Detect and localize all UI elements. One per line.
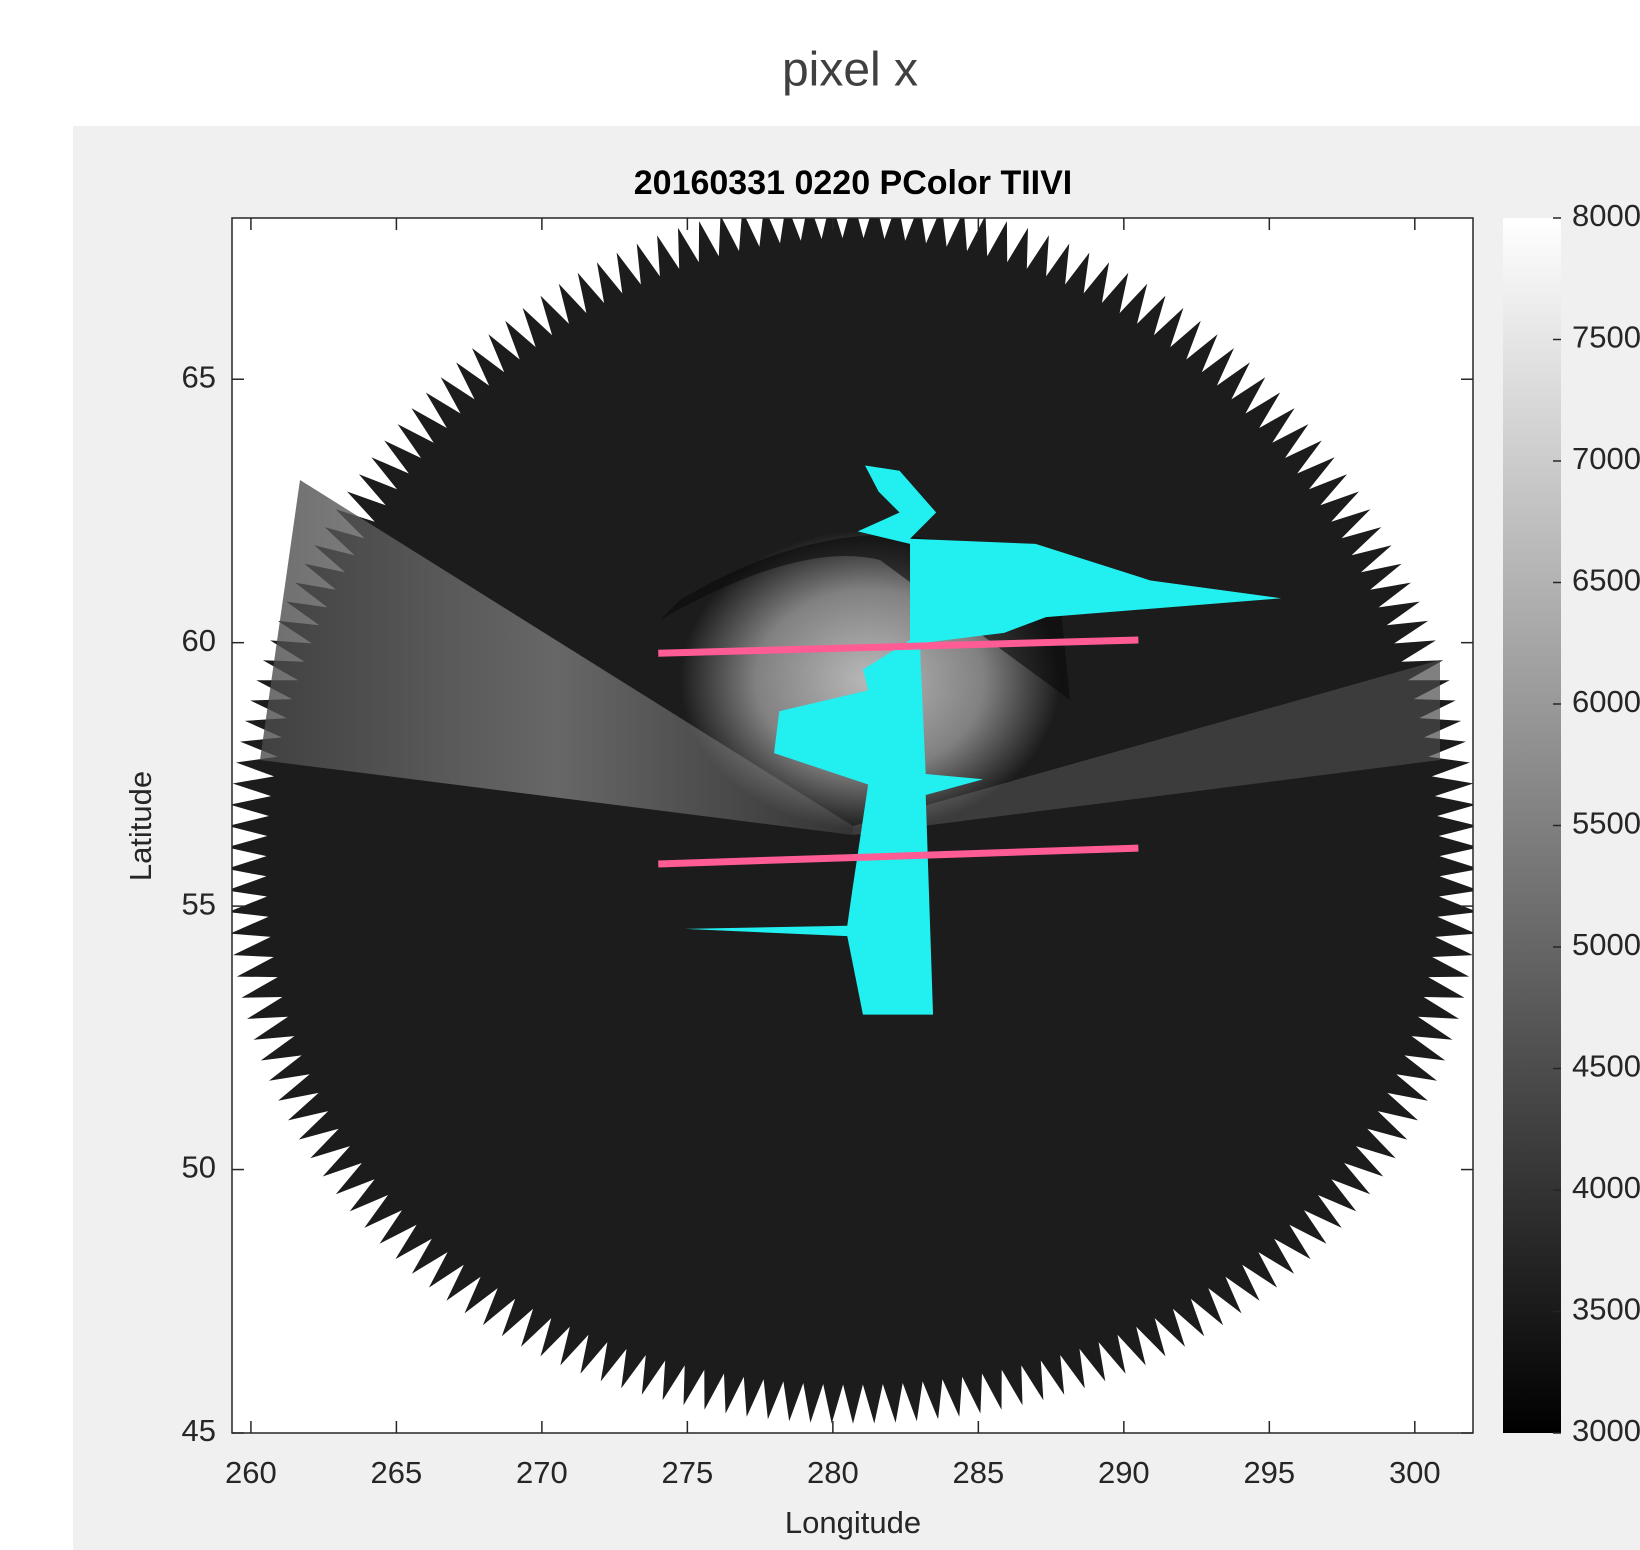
vector-field	[685, 465, 1282, 1015]
colorbar-tick-label: 4500	[1572, 1049, 1640, 1084]
colorbar-tick-label: 7500	[1572, 320, 1640, 355]
y-tick-label: 55	[182, 886, 216, 921]
image	[232, 218, 1473, 1424]
image-fan	[853, 660, 1440, 835]
y-tick-label: 65	[182, 359, 216, 394]
colorbar-tick-label: 6000	[1572, 684, 1640, 719]
y-axis-label: Latitude	[123, 771, 158, 881]
y-tick-label: 45	[182, 1413, 216, 1448]
x-axis-label: Longitude	[785, 1505, 921, 1540]
colorbar-tick-label: 3500	[1572, 1292, 1640, 1327]
axes-title: 20160331 0220 PColor TIIVI	[634, 164, 1072, 202]
colorbar-tick-label: 5500	[1572, 806, 1640, 841]
y-tick-label: 60	[182, 623, 216, 658]
figure-title: pixel x	[782, 44, 918, 97]
colorbar-tick-label: 5000	[1572, 927, 1640, 962]
y-tick-label: 50	[182, 1150, 216, 1185]
x-tick-label: 265	[371, 1455, 423, 1490]
colorbar	[1503, 218, 1561, 1433]
x-tick-label: 275	[662, 1455, 714, 1490]
axes-box	[231, 217, 1474, 1434]
line	[658, 844, 1139, 868]
x-tick-label: 295	[1243, 1455, 1295, 1490]
x-tick-label: 260	[225, 1455, 277, 1490]
x-tick-label: 270	[516, 1455, 568, 1490]
colorbar-tick-label: 3000	[1572, 1413, 1640, 1448]
line	[658, 636, 1139, 657]
x-tick-label: 285	[952, 1455, 1004, 1490]
colorbar-tick-label: 8000	[1572, 198, 1640, 233]
vector-arrows	[685, 465, 1282, 1015]
colorbar-tick-label: 6500	[1572, 563, 1640, 598]
x-tick-label: 300	[1389, 1455, 1441, 1490]
x-tick-label: 290	[1098, 1455, 1150, 1490]
x-tick-label: 280	[807, 1455, 859, 1490]
colorbar-tick-label: 7000	[1572, 441, 1640, 476]
colorbar-tick-label: 4000	[1572, 1170, 1640, 1205]
